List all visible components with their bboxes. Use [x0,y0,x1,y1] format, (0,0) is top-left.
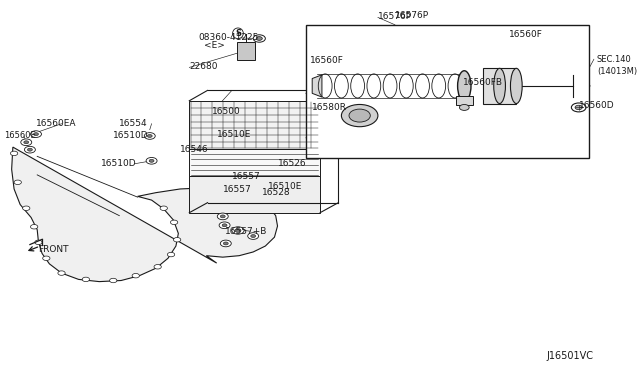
Ellipse shape [349,109,371,122]
Text: 16526: 16526 [278,159,306,168]
Text: (14013M): (14013M) [597,67,637,76]
Text: 16546: 16546 [180,145,209,154]
Bar [483,68,516,103]
Circle shape [219,222,230,229]
Text: 16576P: 16576P [378,12,412,21]
Text: 16510D: 16510D [101,159,137,168]
Text: 16510E: 16510E [217,129,251,139]
Text: 16557: 16557 [232,172,260,181]
Circle shape [168,252,175,257]
Circle shape [256,37,262,40]
Circle shape [35,240,42,244]
Circle shape [22,206,30,211]
Circle shape [170,220,178,225]
Circle shape [146,157,157,164]
Text: 16560EA: 16560EA [36,119,77,128]
Circle shape [14,180,21,185]
Text: 16560FB: 16560FB [463,78,503,87]
Circle shape [572,103,586,112]
Circle shape [235,229,241,232]
Text: 16557: 16557 [223,185,252,194]
Text: 16580R: 16580R [312,103,347,112]
Circle shape [160,206,168,211]
Text: J16501VC: J16501VC [547,351,594,361]
Circle shape [43,256,50,260]
Text: 16560D: 16560D [579,101,614,110]
Circle shape [220,240,231,247]
Circle shape [218,213,228,220]
Circle shape [154,264,161,269]
Circle shape [10,151,18,155]
Text: FRONT: FRONT [38,245,69,254]
Circle shape [82,277,90,282]
Bar [456,96,473,105]
Text: 08360-41225: 08360-41225 [198,33,259,42]
Text: 16510D: 16510D [113,131,149,141]
Circle shape [24,146,35,153]
Circle shape [132,273,140,278]
Circle shape [253,35,266,42]
Polygon shape [312,75,322,97]
Circle shape [31,131,42,137]
Text: 16510E: 16510E [268,182,303,191]
Text: 16557+B: 16557+B [225,227,267,236]
Text: <E>: <E> [204,41,225,51]
Circle shape [33,133,38,136]
Circle shape [220,215,225,218]
Ellipse shape [341,105,378,127]
Circle shape [232,227,244,234]
Text: 16554: 16554 [119,119,148,128]
Circle shape [58,271,65,275]
Circle shape [222,224,227,227]
Polygon shape [189,101,320,149]
Text: SEC.140: SEC.140 [597,55,632,64]
Circle shape [28,148,33,151]
Circle shape [223,242,228,245]
Bar [237,42,255,60]
Text: 16560E: 16560E [4,131,35,141]
Circle shape [173,237,180,242]
Circle shape [20,139,32,145]
Circle shape [24,141,29,144]
Circle shape [251,235,255,237]
Ellipse shape [458,71,471,101]
Circle shape [31,225,38,229]
Circle shape [149,159,154,162]
Text: 22680: 22680 [189,62,218,71]
Text: 16576P: 16576P [395,11,429,20]
Ellipse shape [493,68,506,103]
Ellipse shape [511,68,522,103]
Circle shape [109,278,117,283]
Circle shape [575,105,582,110]
Text: 16560F: 16560F [310,56,344,65]
Polygon shape [189,176,320,213]
Circle shape [460,105,469,110]
Text: S: S [235,29,241,38]
Text: 16560F: 16560F [509,30,543,39]
Bar [306,25,589,158]
Text: 16528: 16528 [262,188,291,197]
Polygon shape [189,149,320,176]
Circle shape [144,133,156,139]
Circle shape [248,233,259,239]
Text: 16500: 16500 [212,107,241,116]
Circle shape [147,135,152,137]
Polygon shape [12,147,278,282]
